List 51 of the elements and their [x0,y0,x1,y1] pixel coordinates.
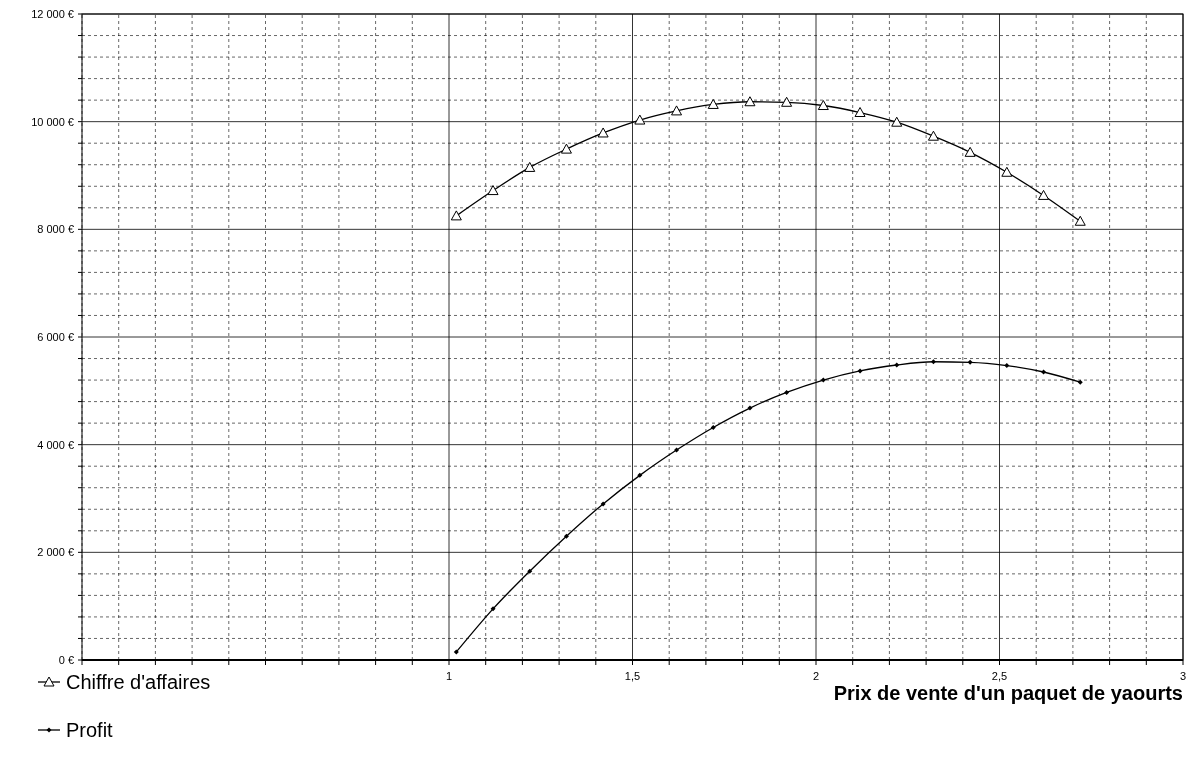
point [671,105,683,116]
point [1074,215,1086,226]
point [524,161,536,172]
point [964,146,976,157]
point [1004,363,1010,369]
legend-label: Chiffre d'affaires [66,671,211,693]
x-tick-label: 1,5 [624,670,641,682]
point [597,127,609,138]
x-axis-title: Prix de vente d'un paquet de yaourts [833,682,1183,704]
point [490,606,496,612]
point [744,96,756,107]
point [1077,379,1083,385]
y-tick-label: 12 000 € [31,8,74,20]
point [674,447,680,453]
y-tick-label: 2 000 € [37,546,74,559]
x-tick-label: 2,5 [991,670,1008,682]
point [927,130,939,141]
x-tick-label: 1 [445,670,453,682]
point [1038,189,1050,200]
point [710,424,716,430]
point [857,368,863,374]
y-tick-label: 8 000 € [37,223,74,236]
point [453,649,459,655]
point [820,377,826,383]
y-tick-label: 4 000 € [37,438,74,451]
point [891,116,903,127]
x-tick-label: 3 [1179,670,1187,682]
point [563,533,569,539]
x-tick-label: 2 [812,670,820,682]
point [707,98,719,109]
point [1041,369,1047,375]
point [967,359,973,365]
y-tick-label: 6 000 € [37,331,74,343]
point [781,96,793,107]
point [527,568,533,574]
point [747,405,753,411]
y-tick-label: 10 000 € [31,115,74,128]
point [634,114,646,125]
point [930,359,936,365]
point [784,389,790,395]
legend-label: Profit [66,719,114,741]
point [817,100,829,111]
point [1001,166,1013,177]
point [600,501,606,507]
point [560,143,572,154]
y-tick-label: 0 € [58,654,74,666]
point [487,185,499,196]
point [894,362,900,368]
point [637,472,643,478]
point [450,210,462,221]
point [854,107,866,118]
